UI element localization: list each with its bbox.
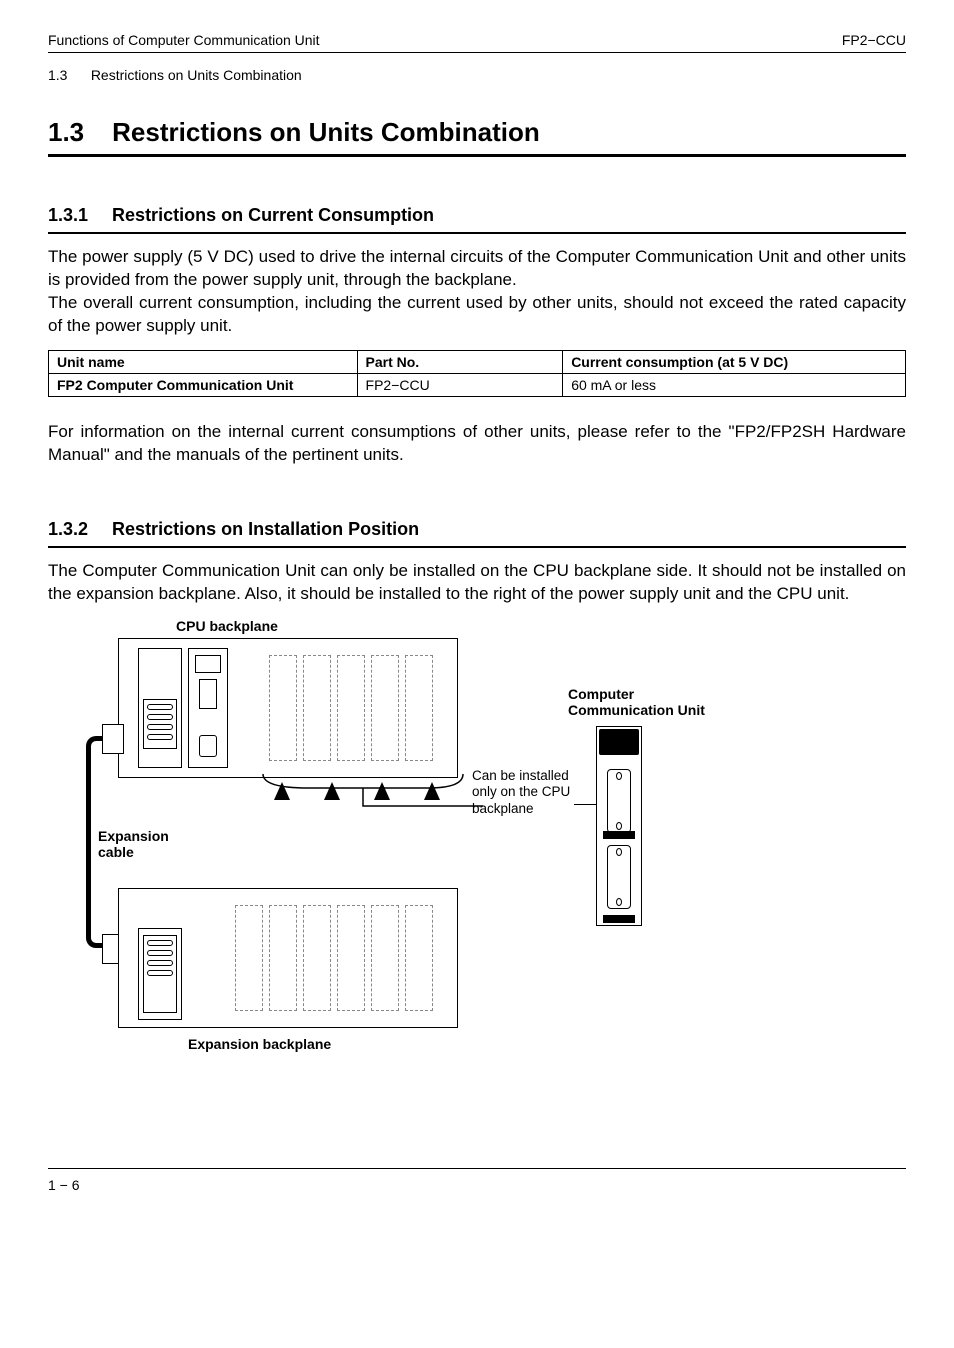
para-1-3-2-a: The Computer Communication Unit can only…	[48, 560, 906, 606]
breadcrumb-num: 1.3	[48, 67, 67, 83]
header-left: Functions of Computer Communication Unit	[48, 32, 320, 48]
exp-slot	[371, 905, 399, 1011]
h2-rule-1	[48, 232, 906, 234]
exp-slot	[405, 905, 433, 1011]
header-rule	[48, 52, 906, 53]
h1-num: 1.3	[48, 117, 84, 148]
section-heading-1-3: 1.3 Restrictions on Units Combination	[48, 117, 906, 148]
installation-diagram: CPU backplane Can be installed only on t…	[78, 618, 906, 1088]
ccu-base-icon	[603, 915, 635, 923]
page-header: Functions of Computer Communication Unit…	[48, 32, 906, 48]
ccu-led-panel-icon	[599, 729, 639, 755]
table-row: FP2 Computer Communication Unit FP2−CCU …	[49, 373, 906, 396]
h2-num: 1.3.1	[48, 205, 88, 226]
para-1-3-1-a: The power supply (5 V DC) used to drive …	[48, 246, 906, 292]
ccu-port-icon	[607, 845, 631, 909]
psu-module-expansion	[138, 928, 182, 1020]
para-1-3-1-b: The overall current consumption, includi…	[48, 292, 906, 338]
cpu-module	[188, 648, 228, 768]
h2-rule-2	[48, 546, 906, 548]
exp-slot	[337, 905, 365, 1011]
page-number: 1 − 6	[48, 1177, 906, 1193]
exp-slot	[269, 905, 297, 1011]
col-current: Current consumption (at 5 V DC)	[563, 350, 906, 373]
cpu-slot	[337, 655, 365, 761]
pointer-line	[574, 804, 596, 805]
cpu-backplane-label: CPU backplane	[176, 618, 278, 634]
psu-module	[138, 648, 182, 768]
cpu-slot	[371, 655, 399, 761]
para-1-3-1-c: For information on the internal current …	[48, 421, 906, 467]
terminal-block-icon	[143, 699, 177, 749]
ccu-module	[596, 726, 642, 926]
h2-text: Restrictions on Current Consumption	[112, 205, 434, 226]
breadcrumb: 1.3 Restrictions on Units Combination	[48, 67, 906, 83]
cell-unit-name: FP2 Computer Communication Unit	[49, 373, 358, 396]
ccu-label: Computer Communication Unit	[568, 686, 705, 718]
cpu-slot	[269, 655, 297, 761]
h1-rule	[48, 154, 906, 157]
current-consumption-table: Unit name Part No. Current consumption (…	[48, 350, 906, 397]
col-unit-name: Unit name	[49, 350, 358, 373]
cell-part-no: FP2−CCU	[357, 373, 563, 396]
h1-text: Restrictions on Units Combination	[112, 117, 540, 148]
breadcrumb-text: Restrictions on Units Combination	[91, 67, 302, 83]
cpu-slot	[405, 655, 433, 761]
exp-slot	[235, 905, 263, 1011]
section-heading-1-3-1: 1.3.1 Restrictions on Current Consumptio…	[48, 205, 906, 226]
ccu-port-icon	[607, 769, 631, 833]
cable-connector-icon	[102, 724, 124, 754]
expansion-backplane-label: Expansion backplane	[188, 1036, 331, 1052]
cpu-slot	[303, 655, 331, 761]
brace-icon	[258, 766, 488, 812]
can-install-label: Can be installed only on the CPU backpla…	[472, 768, 570, 819]
header-right: FP2−CCU	[842, 32, 906, 48]
ccu-divider-icon	[603, 831, 635, 839]
expansion-cable-label: Expansion cable	[98, 828, 169, 860]
col-part-no: Part No.	[357, 350, 563, 373]
footer-rule	[48, 1168, 906, 1169]
section-heading-1-3-2: 1.3.2 Restrictions on Installation Posit…	[48, 519, 906, 540]
cell-current: 60 mA or less	[563, 373, 906, 396]
table-header-row: Unit name Part No. Current consumption (…	[49, 350, 906, 373]
exp-slot	[303, 905, 331, 1011]
h2-num-2: 1.3.2	[48, 519, 88, 540]
h2-text-2: Restrictions on Installation Position	[112, 519, 419, 540]
